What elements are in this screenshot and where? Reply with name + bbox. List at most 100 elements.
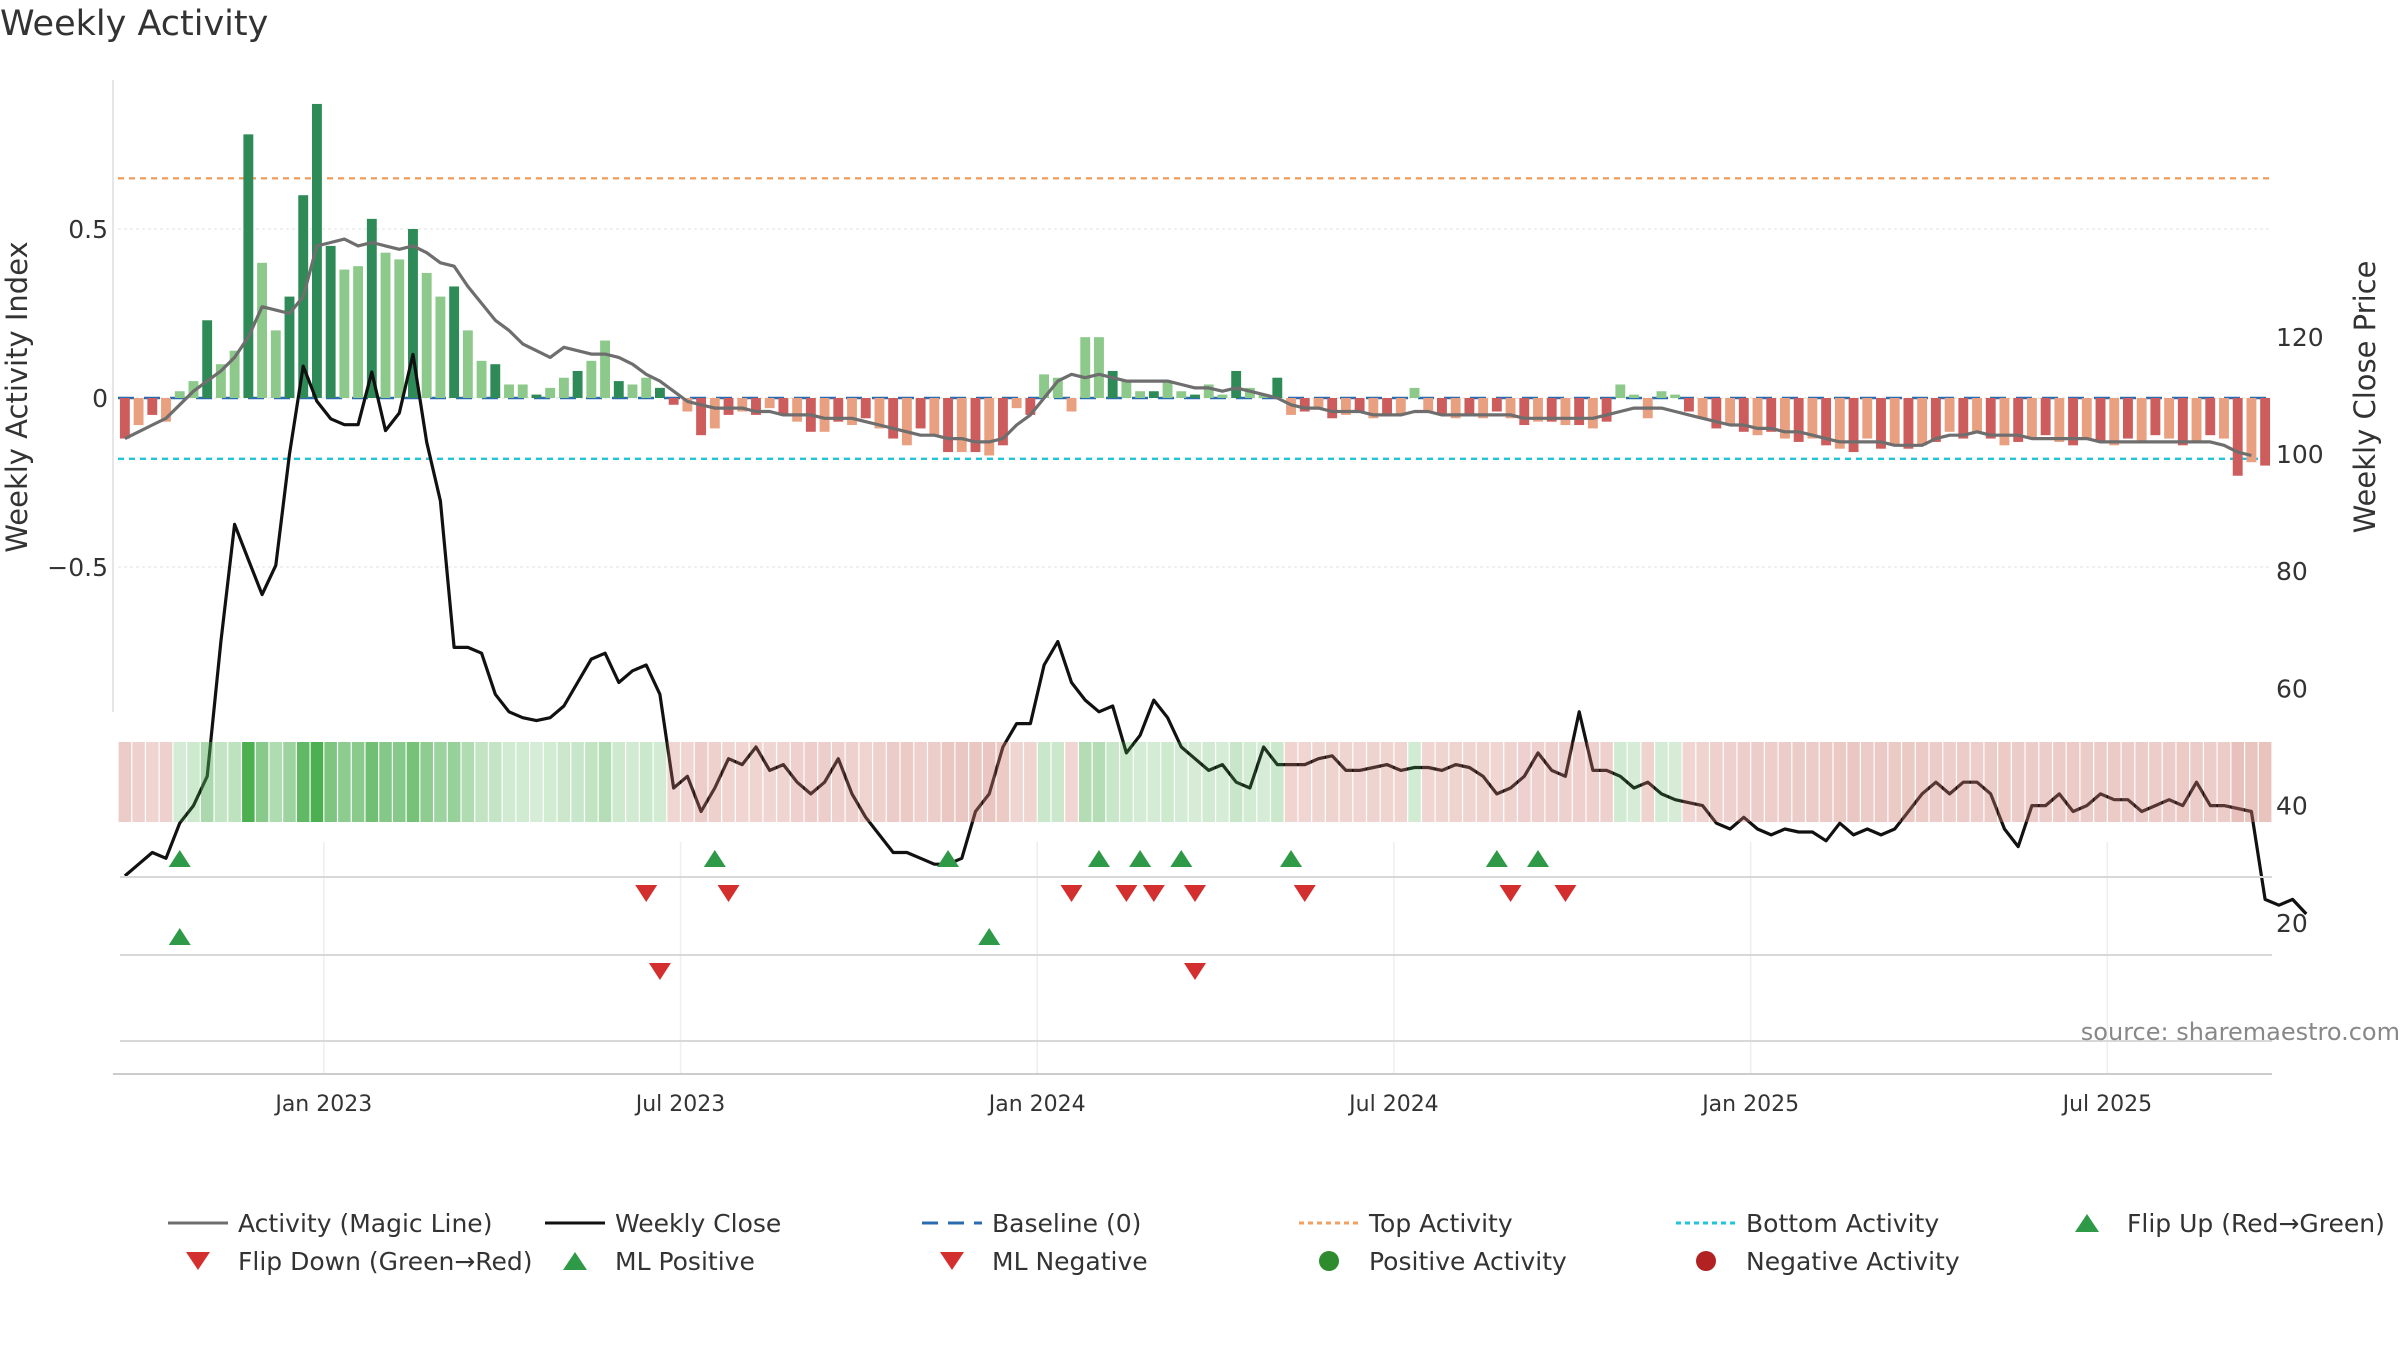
y-tick-right: 20: [2276, 909, 2308, 938]
activity-bar: [1409, 387, 1420, 398]
activity-bar: [1094, 337, 1104, 398]
activity-bar: [2260, 398, 2271, 466]
heatmap-cell: [365, 742, 379, 822]
activity-bar: [915, 398, 926, 429]
heatmap-cell: [1463, 742, 1476, 822]
heatmap-cell: [1051, 742, 1065, 822]
activity-bar: [1519, 398, 1530, 426]
activity-bar: [531, 394, 542, 398]
legend-label-flipdown: Flip Down (Green→Red): [238, 1246, 533, 1276]
legend-swatch-mlpos: [563, 1252, 587, 1270]
legend-swatch-flipup: [2075, 1214, 2099, 1232]
activity-bar: [2068, 398, 2079, 446]
activity-bar: [833, 398, 844, 422]
activity-bar: [1025, 398, 1036, 415]
activity-bar: [860, 398, 871, 419]
activity-bar: [1382, 398, 1393, 415]
x-tick-label: Jan 2023: [273, 1092, 372, 1117]
flip-down-marker: [635, 885, 658, 902]
flip-up-marker: [1087, 850, 1110, 867]
heatmap-cell: [1682, 742, 1696, 822]
activity-bar: [1821, 398, 1832, 446]
heatmap-cell: [1943, 742, 1956, 822]
ml-positive-marker: [978, 928, 1001, 945]
heatmap-cell: [1792, 742, 1805, 822]
heatmap-cell: [928, 742, 941, 822]
heatmap-cell: [338, 742, 351, 822]
activity-bar: [2219, 398, 2229, 439]
heatmap-cell: [681, 742, 694, 822]
heatmap-cell: [461, 742, 475, 822]
heatmap-cell: [1641, 742, 1655, 822]
activity-bar: [1313, 398, 1324, 409]
heatmap-cell: [214, 742, 228, 822]
y-tick-right: 120: [2276, 323, 2324, 352]
activity-bar: [997, 398, 1008, 446]
activity-bar: [1066, 398, 1077, 412]
activity-bar: [1711, 398, 1722, 429]
heatmap-cell: [187, 742, 200, 822]
heatmap-cell: [543, 742, 557, 822]
activity-bar: [545, 387, 556, 398]
activity-bar: [476, 360, 487, 398]
activity-bar: [2232, 398, 2243, 476]
activity-bar: [229, 350, 240, 398]
activity-bar: [1601, 398, 1612, 422]
activity-bar: [1862, 398, 1873, 439]
heatmap-cell: [1092, 742, 1106, 822]
activity-bar: [682, 398, 693, 412]
heatmap-cell: [1861, 742, 1874, 822]
activity-bar: [751, 398, 761, 415]
heatmap-cell: [2121, 742, 2135, 822]
activity-bar: [1766, 398, 1777, 432]
heatmap-cell: [351, 742, 365, 822]
heatmap-cell: [1010, 742, 1023, 822]
activity-bar: [1217, 394, 1228, 398]
activity-bar: [1999, 398, 2010, 446]
activity-bar: [1450, 398, 1461, 419]
activity-bar: [600, 340, 610, 398]
flip-up-marker: [1280, 850, 1303, 867]
heatmap-cell: [200, 742, 214, 822]
activity-bar: [1190, 394, 1200, 398]
activity-bar: [1546, 398, 1557, 422]
activity-bar: [1752, 398, 1763, 436]
y-tick-left: 0: [92, 384, 108, 413]
legend-item-flipup: Flip Up (Red→Green): [2055, 1205, 2385, 1241]
heatmap-cell: [1024, 742, 1037, 822]
heatmap-cell: [1751, 742, 1764, 822]
heatmap-cell: [310, 742, 324, 822]
activity-bar: [709, 398, 720, 429]
heatmap-cell: [1380, 742, 1394, 822]
heatmap-cell: [228, 742, 241, 822]
activity-bar: [1491, 398, 1502, 412]
activity-bar: [2109, 398, 2120, 446]
heatmap-cell: [159, 742, 173, 822]
activity-bar: [1725, 398, 1736, 426]
heatmap-cell: [763, 742, 776, 822]
heatmap-cell: [296, 742, 310, 822]
heatmap-cell: [1614, 742, 1627, 822]
heatmap-cell: [1764, 742, 1778, 822]
activity-bar: [380, 252, 391, 398]
activity-bar: [737, 398, 748, 412]
heatmap-cell: [886, 742, 900, 822]
heatmap-cell: [132, 742, 145, 822]
heatmap-cell: [941, 742, 955, 822]
legend-label-pos: Positive Activity: [1369, 1246, 1567, 1276]
heatmap-cell: [1435, 742, 1449, 822]
legend-item-mlneg: ML Negative: [920, 1243, 1148, 1279]
heatmap-cell: [489, 742, 502, 822]
heatmap-cell: [1367, 742, 1380, 822]
activity-bar: [1080, 337, 1091, 398]
flip-up-marker: [1485, 850, 1508, 867]
activity-bar: [1876, 398, 1886, 449]
activity-bar: [1656, 391, 1667, 398]
heatmap-cell: [2231, 742, 2244, 822]
legend-swatch-flipdown: [186, 1252, 210, 1270]
source-label: source: sharemaestro.com: [2080, 1018, 2400, 1046]
legend-item-close: Weekly Close: [543, 1205, 781, 1241]
legend-item-bottom: Bottom Activity: [1674, 1205, 1939, 1241]
heatmap-cell: [1325, 742, 1339, 822]
heatmap-cell: [2039, 742, 2052, 822]
